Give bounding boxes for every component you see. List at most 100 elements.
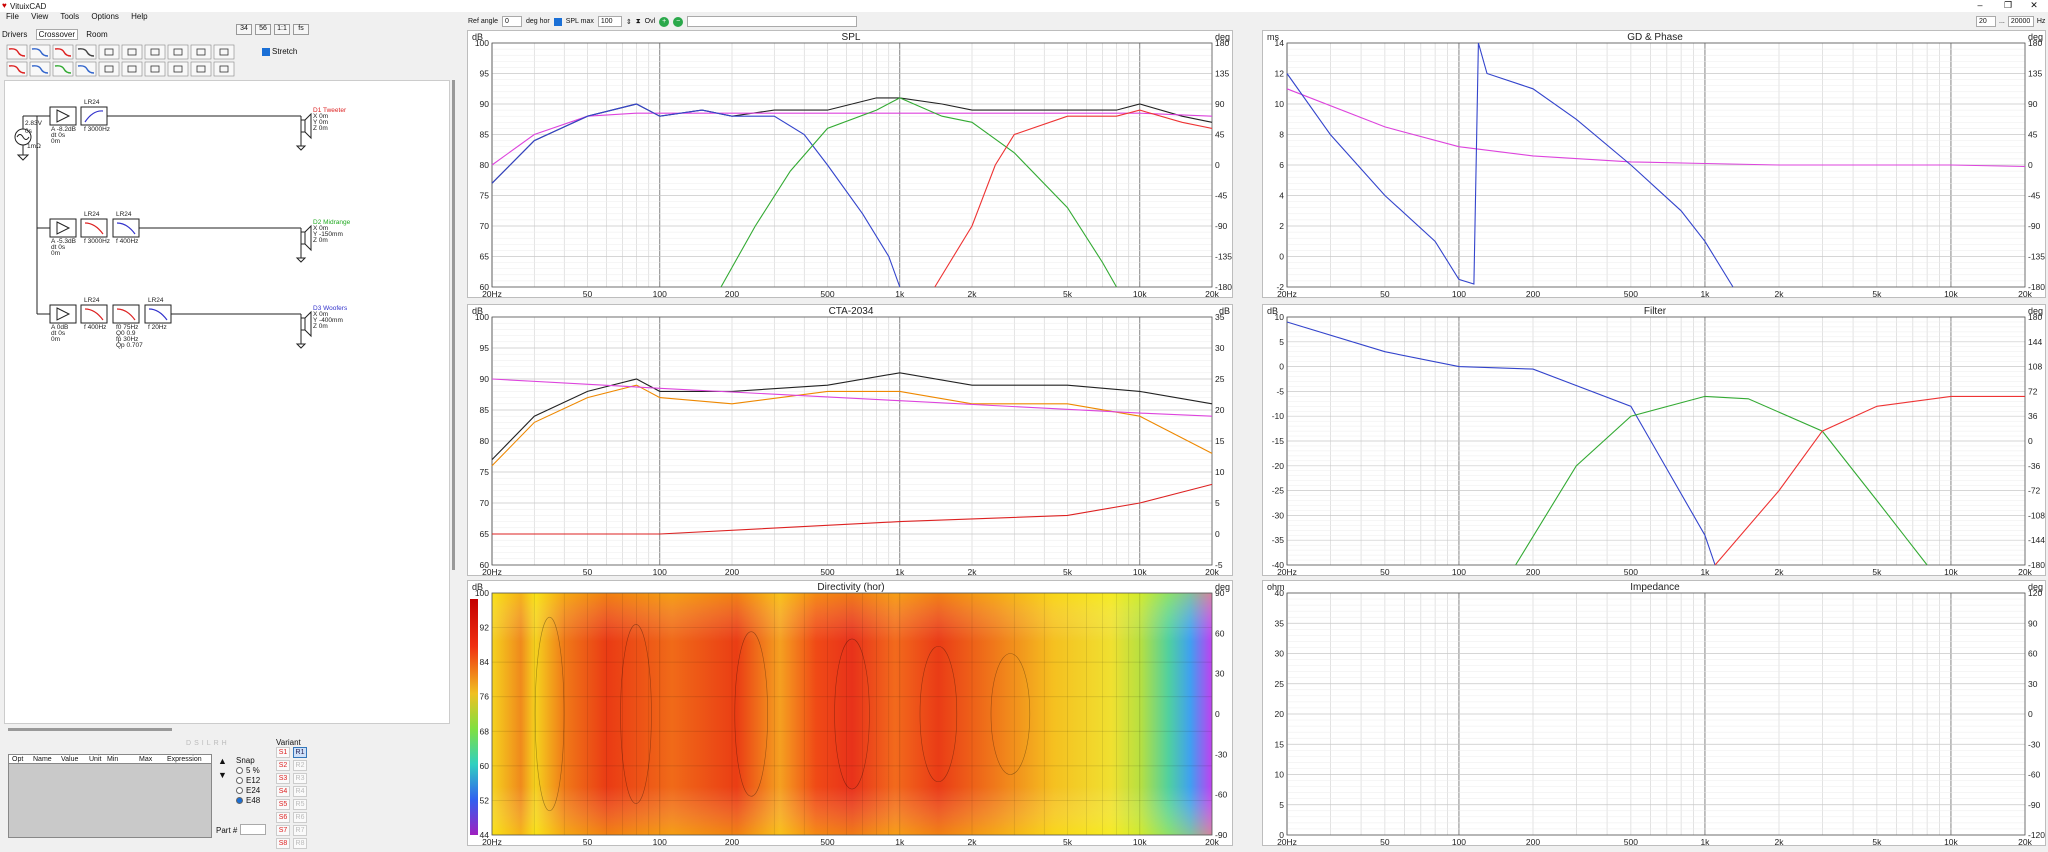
- spl-y-tick: 90: [480, 99, 490, 109]
- stretch-option[interactable]: Stretch: [262, 47, 297, 56]
- variant-s-button[interactable]: S2: [276, 760, 290, 771]
- pregain-tool-icon[interactable]: [98, 44, 120, 60]
- variant-r-button[interactable]: R1: [293, 747, 307, 758]
- variant-r-button[interactable]: R8: [293, 838, 307, 849]
- tool-h[interactable]: H: [221, 740, 227, 747]
- radio-icon[interactable]: [236, 786, 243, 794]
- tab-drivers[interactable]: Drivers: [2, 30, 28, 39]
- radio-icon[interactable]: [236, 766, 243, 774]
- stretch-checkbox[interactable]: [262, 47, 270, 56]
- close-button[interactable]: ✕: [2030, 0, 2038, 10]
- variant-r-button[interactable]: R2: [293, 760, 307, 771]
- schematic-scrollbar[interactable]: [452, 80, 455, 570]
- variant-r-button[interactable]: R4: [293, 786, 307, 797]
- tool-r[interactable]: R: [213, 740, 219, 747]
- spl-max-input[interactable]: 100: [597, 16, 622, 27]
- lib-tool-icon[interactable]: [190, 44, 212, 60]
- add-overlay-icon[interactable]: +: [659, 16, 670, 27]
- ref-angle-input[interactable]: 0: [501, 16, 522, 27]
- filter-chart[interactable]: Filter dB deg 10 5 0 -5 -10 -15 -20 -25 -30 -35 -40 18…: [1262, 304, 2046, 577]
- part-input[interactable]: [240, 824, 266, 835]
- dir-chart[interactable]: Directivity (hor) dB deg 100 92 84 76 68 60 52 44 9…: [467, 580, 1233, 847]
- big-tool-icon[interactable]: [98, 61, 120, 77]
- bandpass-tool-icon[interactable]: [52, 44, 74, 60]
- allpass-tool-icon[interactable]: [75, 61, 97, 77]
- colorbar: [470, 599, 478, 835]
- spl-max-checkbox[interactable]: [553, 17, 562, 26]
- tab-room[interactable]: Room: [86, 30, 108, 39]
- tool-d[interactable]: D: [186, 740, 192, 747]
- bandpass2-tool-icon[interactable]: [52, 61, 74, 77]
- spin-icon[interactable]: ⇕: [625, 18, 632, 26]
- amp2-tool-icon[interactable]: [121, 44, 143, 60]
- variant-s-button[interactable]: S7: [276, 825, 290, 836]
- spl-chart[interactable]: SPL dB deg 100 95 90 85 80 75 70 65 60 180 135 90 45 0 -4…: [467, 30, 1233, 299]
- maximize-button[interactable]: ❐: [2003, 0, 2013, 10]
- snap-option[interactable]: E48: [236, 795, 260, 805]
- minimize-button[interactable]: –: [1977, 0, 1983, 10]
- menu-options[interactable]: Options: [91, 12, 119, 21]
- btn-fs[interactable]: fs: [293, 24, 309, 35]
- speaker-tool-icon[interactable]: [190, 61, 212, 77]
- schematic-hscrollbar[interactable]: [8, 728, 172, 731]
- highpass-tool-icon[interactable]: [29, 44, 51, 60]
- btn-34[interactable]: 34: [236, 24, 252, 35]
- overlay-input[interactable]: [687, 16, 858, 27]
- gd-y2-tick: 180: [2028, 38, 2042, 48]
- snap-option[interactable]: 5 %: [236, 765, 260, 775]
- move-up-icon[interactable]: ▲: [218, 756, 227, 766]
- coil-tool-icon[interactable]: [144, 61, 166, 77]
- variant-r-button[interactable]: R7: [293, 825, 307, 836]
- variant-s-button[interactable]: S6: [276, 812, 290, 823]
- box-tool-icon[interactable]: [167, 44, 189, 60]
- radio-icon[interactable]: [236, 796, 243, 804]
- variant-s-button[interactable]: S1: [276, 747, 290, 758]
- fit-icon[interactable]: ⧗: [635, 17, 641, 25]
- parameter-table[interactable]: [8, 754, 212, 838]
- variant-s-button[interactable]: S4: [276, 786, 290, 797]
- snap-option[interactable]: E24: [236, 785, 260, 795]
- lowpass-tool-icon[interactable]: [6, 44, 28, 60]
- variant-s-button[interactable]: S3: [276, 773, 290, 784]
- radio-icon[interactable]: [236, 776, 243, 784]
- tool-s[interactable]: S: [194, 740, 199, 747]
- tri-tool-icon[interactable]: [213, 61, 235, 77]
- tool-i[interactable]: I: [201, 740, 204, 747]
- gd-chart[interactable]: GD & Phase ms deg 14 12 10 8 6 4 2 0 -2 180 135 90 45 0 -…: [1262, 30, 2046, 299]
- speaker-icon: [300, 231, 306, 245]
- schematic-panel[interactable]: 2.83V 0s 1mΩ A -8.2dB dt 0s 0m LR24 f 3000Hz D1 …: [4, 80, 450, 724]
- variant-r-button[interactable]: R5: [293, 799, 307, 810]
- variant-s-button[interactable]: S8: [276, 838, 290, 849]
- variant-s-button[interactable]: S5: [276, 799, 290, 810]
- cta-chart[interactable]: CTA-2034 dB dB 100 95 90 85 80 75 70 65 60 35 30 25 20 1…: [467, 304, 1233, 577]
- range-min-input[interactable]: 20: [1976, 16, 1996, 27]
- split-tool-icon[interactable]: [144, 44, 166, 60]
- cta-y-tick: 70: [480, 498, 490, 508]
- variant-r-button[interactable]: R3: [293, 773, 307, 784]
- snap-option[interactable]: E12: [236, 775, 260, 785]
- range-max-input[interactable]: 20000: [2007, 16, 2034, 27]
- driver-name: D3 Woofers: [313, 305, 348, 312]
- menu-file[interactable]: File: [6, 12, 19, 21]
- menu-view[interactable]: View: [31, 12, 49, 21]
- imp-chart[interactable]: Impedance ohm deg 40 35 30 25 20 15 10 5 0 120 90 60 30…: [1262, 580, 2046, 847]
- btn-1-1[interactable]: 1:1: [274, 24, 290, 35]
- menu-tools[interactable]: Tools: [60, 12, 80, 21]
- line-tool-icon[interactable]: [213, 44, 235, 60]
- remove-overlay-icon[interactable]: −: [673, 16, 684, 27]
- notch-tool-icon[interactable]: [75, 44, 97, 60]
- spl-x-tick: 100: [653, 289, 667, 299]
- btn-56[interactable]: 56: [255, 24, 271, 35]
- tool-l[interactable]: L: [206, 740, 211, 747]
- gf-tool-icon[interactable]: [121, 61, 143, 77]
- cta-y2-tick: 10: [1215, 467, 1225, 477]
- lowpass2-tool-icon[interactable]: [6, 61, 28, 77]
- menu-help[interactable]: Help: [131, 12, 148, 21]
- highpass2-tool-icon[interactable]: [29, 61, 51, 77]
- cta-x-tick: 1k: [895, 567, 905, 577]
- variant-r-button[interactable]: R6: [293, 812, 307, 823]
- move-down-icon[interactable]: ▼: [218, 770, 227, 780]
- title-bar: ♥ VituixCAD – ❐ ✕: [0, 0, 2048, 12]
- tab-crossover[interactable]: Crossover: [35, 29, 79, 40]
- cap-tool-icon[interactable]: [167, 61, 189, 77]
